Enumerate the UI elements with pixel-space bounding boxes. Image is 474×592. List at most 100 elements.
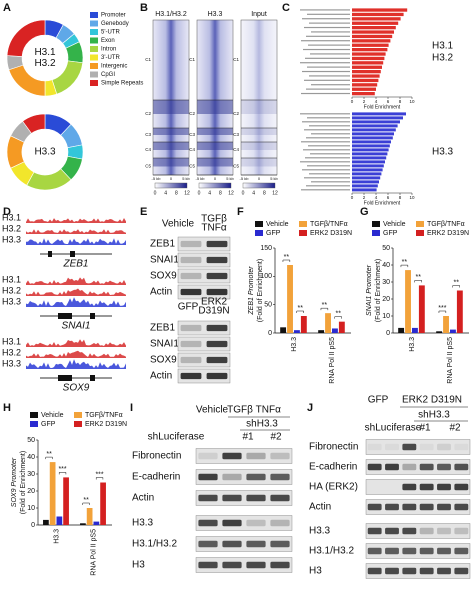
gene-ontology-text [307,66,350,68]
blot-background [365,479,471,495]
blot-band [385,443,399,451]
significance-bracket [45,456,53,460]
blot-band [419,503,434,511]
y-axis-label: ZEB1 Promoter [248,266,255,316]
legend-swatch [90,46,98,52]
colorbar-tick: 0 [242,190,245,196]
blot-background [195,515,293,531]
blot-background [195,557,293,573]
cluster-label: C3 [145,132,151,137]
blot-band [402,567,417,575]
blot-band [402,503,417,511]
gene-ontology-text [306,137,350,139]
gene-ontology-text [311,133,350,135]
blot-band [437,527,451,535]
blot-row-label: Fibronectin [132,451,181,462]
gene-ontology-text [302,18,350,20]
legend-label: Vehicle [383,221,406,228]
lane-label: shLuciferase [365,423,422,434]
bar [352,61,384,65]
lane-label: ERK2 [201,297,228,308]
gene-ontology-text [311,84,350,86]
significance-bracket [95,477,104,480]
bar [352,176,381,180]
lane-label: GFP [178,302,199,313]
bar [93,521,100,525]
blot-band [367,567,382,575]
blot-row-label: ZEB1 [150,323,175,334]
blot-row-label: H3 [309,566,322,577]
track-signal [26,238,126,245]
heatmap-band [197,128,233,135]
gene-ontology-text [309,75,350,77]
cluster-label: C4 [189,147,195,152]
heatmap-x-tick: -5 kb [196,176,206,181]
legend-label: GFP [383,230,398,237]
bar [352,70,381,74]
significance-bracket [320,307,329,311]
blot-band [419,527,434,535]
chart-label: H3.1 [432,41,454,52]
y-axis-label: (Fold of Enrichment) [20,451,27,514]
x-tick-label: RNA Pol II pS5 [447,337,454,384]
blot-background [177,368,231,384]
x-tick-label: 0 [351,99,354,104]
heatmap-band [153,142,189,150]
y-tick-label: 50 [264,302,272,309]
blot-band [246,473,266,481]
lane-label: #2 [270,432,282,443]
bar [280,327,287,333]
cluster-label: C5 [189,164,195,169]
track-label: H3.2 [2,223,21,233]
pie-slice [51,60,84,95]
blot-background [195,536,293,552]
bar [352,156,387,160]
blot-band [180,356,202,364]
blot-band [180,340,202,348]
y-tick-label: 0 [386,330,390,337]
blot-row-label: E-cadherin [132,472,180,483]
bar [352,168,383,172]
track-label: H3.3 [2,358,21,368]
heatmap-x-tick: 5 kb [182,176,190,181]
heatmap-band [153,128,189,135]
gene-ontology-text [309,22,350,24]
cluster-label: C5 [233,164,239,169]
blot-band [270,494,290,502]
gene-ontology-text [302,169,350,171]
blot-background [195,469,293,485]
bar [352,136,393,140]
bar [352,116,403,120]
bar [352,26,396,30]
gene-ontology-text [300,9,350,11]
blot-band [222,452,242,460]
bar [352,83,378,87]
colorbar-tick: 8 [263,190,266,196]
heatmap-band [153,158,189,167]
bar [352,52,386,56]
bar [287,265,293,333]
legend-swatch [90,29,98,35]
bar [352,184,378,188]
legend-swatch [255,230,263,236]
blot-band [385,567,399,575]
bar [318,330,325,333]
legend-swatch [30,421,38,427]
track-label: H3.1 [2,212,21,222]
blot-band [246,452,266,460]
x-tick-label: 6 [387,99,390,104]
blot-band [437,463,451,471]
blot-background [365,459,471,475]
significance-bracket [414,280,422,283]
bar [100,482,106,525]
blot-band [385,547,399,555]
bar [352,43,389,47]
gene-ontology-text [304,129,350,131]
blot-band [367,463,382,471]
gene-ontology-text [301,189,350,191]
legend-swatch [416,230,424,236]
significance-label: ** [415,274,421,281]
x-tick-label: H3.3 [53,529,60,544]
gene-ontology-text [309,125,350,127]
